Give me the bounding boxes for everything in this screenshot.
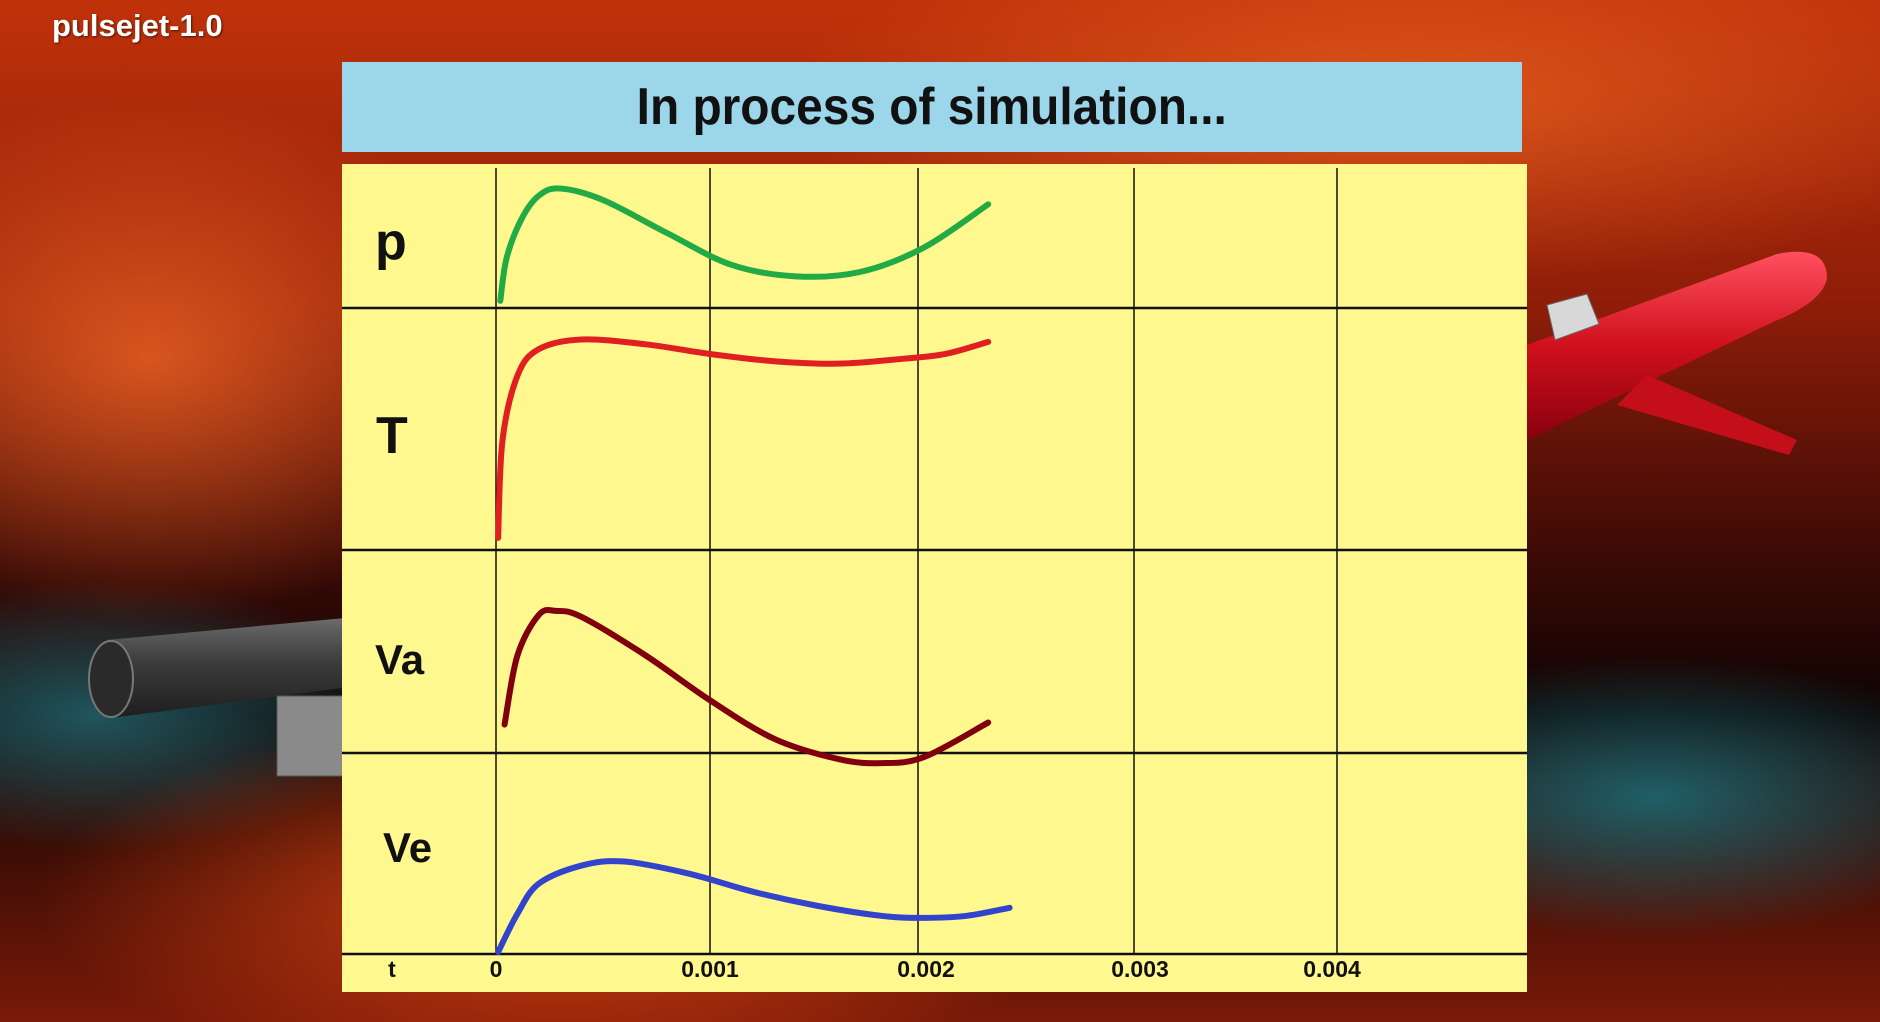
row-label-p: p — [375, 213, 407, 271]
curve-p — [497, 185, 992, 304]
row-label-Va: Va — [375, 636, 425, 683]
t-tick-4: 0.004 — [1303, 956, 1361, 982]
t-tick-0: 0 — [489, 956, 503, 982]
curve-Ve — [495, 858, 1013, 955]
pulsejet-tube-image — [88, 618, 357, 777]
t-axis-label: t — [388, 956, 396, 982]
simulation-plot — [342, 168, 1527, 956]
missile-image — [1527, 251, 1827, 455]
curve-T — [495, 336, 992, 541]
t-tick-3: 0.003 — [1111, 956, 1169, 982]
simulation-plot-panel: p T Va Ve t 0 0.001 0.002 0.003 0.004 — [342, 164, 1527, 992]
app-title: pulsejet-1.0 — [52, 8, 223, 43]
row-label-Ve: Ve — [383, 824, 433, 871]
status-banner: In process of simulation... — [342, 62, 1522, 152]
row-label-T: T — [376, 407, 408, 465]
t-tick-1: 0.001 — [681, 956, 739, 982]
t-tick-2: 0.002 — [897, 956, 955, 982]
curve-Va — [501, 607, 992, 767]
status-text: In process of simulation... — [636, 78, 1228, 136]
